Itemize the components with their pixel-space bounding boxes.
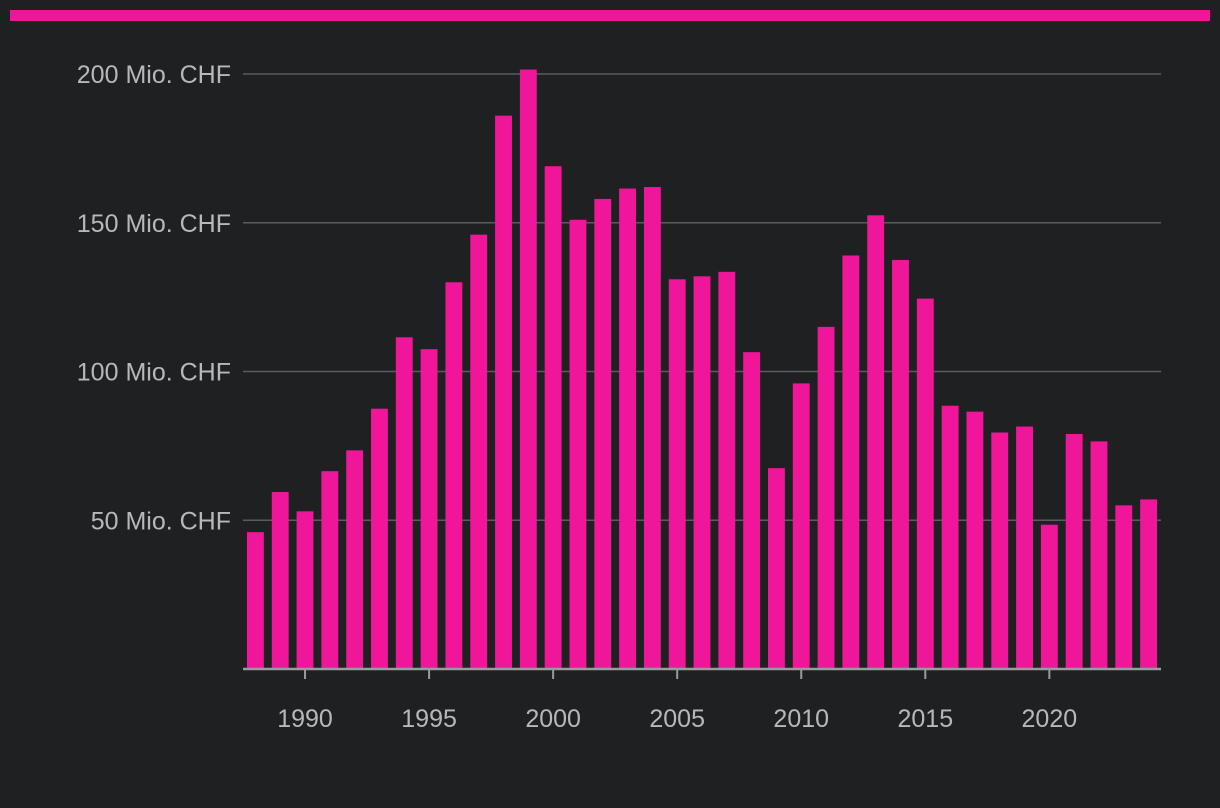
x-axis	[243, 667, 1161, 679]
accent-top-bar	[10, 10, 1210, 21]
x-tick-label: 2000	[525, 705, 581, 733]
bar-2008	[743, 352, 761, 669]
x-axis-labels: 1990 1995 2000 2005 2010 2015 2020	[277, 705, 1077, 733]
bar-2015	[916, 298, 934, 669]
bar-2017	[966, 411, 984, 669]
x-tick-label: 2010	[773, 705, 829, 733]
bar-2009	[767, 468, 785, 669]
bar-2007	[718, 271, 736, 669]
bar-1994	[395, 337, 413, 669]
bar-2013	[867, 215, 885, 669]
bar-1992	[346, 450, 364, 669]
x-tick-label: 2005	[649, 705, 705, 733]
y-tick-label: 100 Mio. CHF	[77, 359, 231, 387]
x-tick-label: 1995	[401, 705, 457, 733]
bar-2003	[619, 188, 637, 669]
bar-1988	[246, 532, 264, 669]
bar-2022	[1090, 441, 1108, 669]
bar-2004	[643, 187, 661, 670]
y-tick-label: 150 Mio. CHF	[77, 210, 231, 238]
x-tick-label: 2020	[1022, 705, 1078, 733]
bar-2020	[1040, 524, 1058, 669]
y-tick-label: 200 Mio. CHF	[77, 61, 231, 89]
bar-2001	[569, 219, 587, 669]
bar-1997	[470, 234, 488, 669]
bar-1999	[519, 69, 537, 670]
bar-2021	[1065, 433, 1083, 669]
bar-2018	[991, 432, 1009, 669]
bar-1998	[495, 115, 512, 669]
bar-1996	[445, 282, 463, 669]
bar-2000	[544, 166, 562, 669]
y-axis-labels: 50 Mio. CHF 100 Mio. CHF 150 Mio. CHF 200 M…	[77, 61, 231, 535]
bar-2023	[1115, 505, 1133, 669]
bar-2016	[941, 405, 959, 669]
bar-2014	[892, 259, 909, 669]
bar-1990	[296, 511, 314, 669]
bar-2010	[792, 383, 810, 669]
bar-1995	[420, 349, 438, 669]
bar-2005	[668, 279, 686, 669]
bar-2011	[817, 326, 835, 669]
bar-2012	[842, 255, 860, 669]
bar-2024	[1140, 499, 1158, 669]
x-tick-label: 2015	[897, 705, 953, 733]
bar-2006	[693, 276, 711, 669]
y-tick-label: 50 Mio. CHF	[91, 507, 231, 535]
bar-2002	[594, 198, 612, 669]
bar-1993	[371, 408, 388, 669]
bar-1989	[271, 491, 289, 669]
bars	[246, 69, 1158, 670]
bar-1991	[321, 471, 339, 669]
x-tick-label: 1990	[277, 705, 333, 733]
bar-2019	[1016, 426, 1033, 669]
